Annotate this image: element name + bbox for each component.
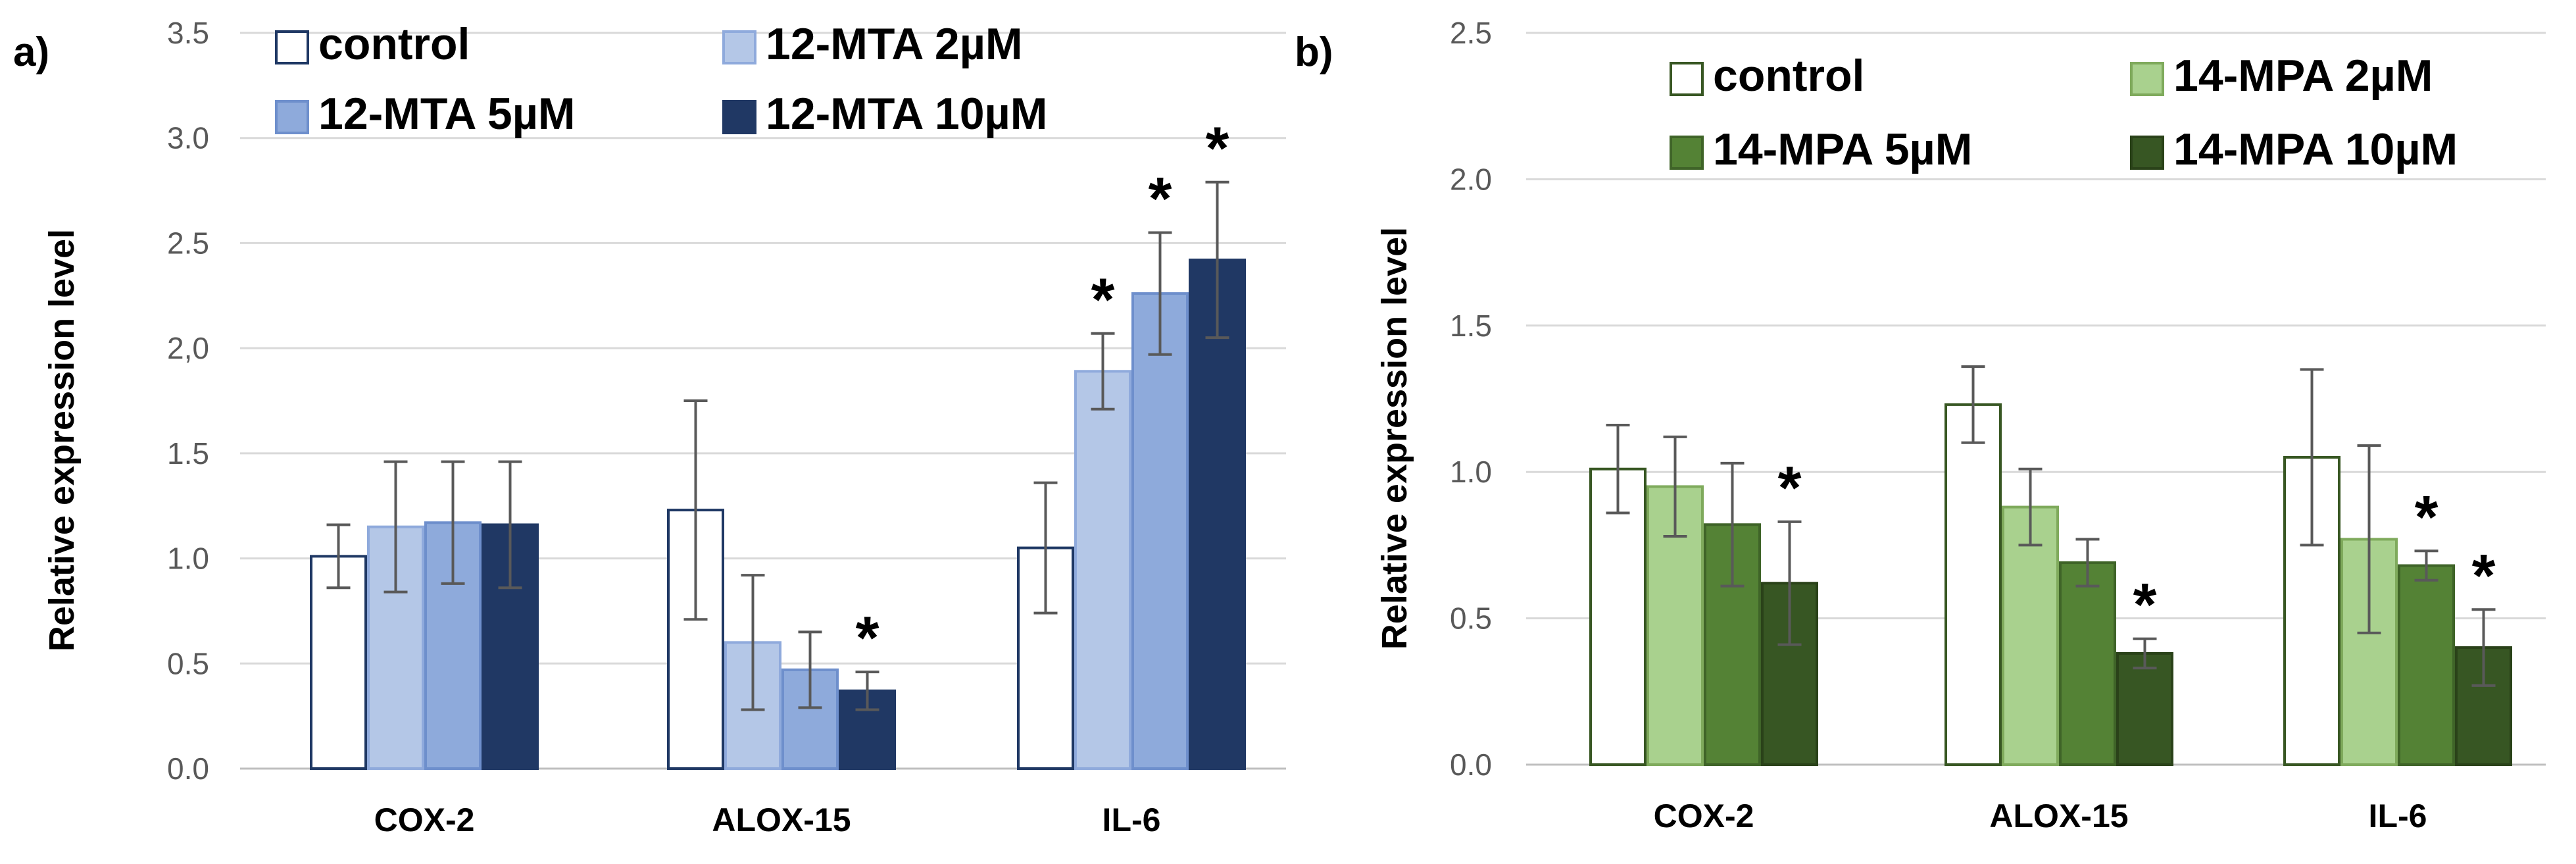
chart-a-bar	[781, 668, 839, 771]
chart-b-bar	[2341, 538, 2398, 767]
chart-a-bar	[667, 509, 724, 770]
chart-a: 0.0 0.5 1.0 1.5 2,0 2.5 3.0 3.5 Relative express…	[13, 16, 1286, 838]
chart-a-y-tick-label: 3.5	[167, 16, 209, 50]
chart-a-y-tick-label: 2.5	[167, 226, 209, 260]
chart-a-y-axis-label: Relative expression level	[42, 229, 82, 651]
chart-a-bar	[424, 521, 482, 770]
chart-a-significance-mark: *	[1149, 165, 1172, 232]
chart-b-y-tick-label: 0.5	[1450, 601, 1492, 636]
chart-a-category-label: ALOX-15	[712, 801, 851, 838]
chart-a-y-tick-label: 1.0	[167, 542, 209, 576]
chart-a-legend-swatch	[722, 30, 756, 64]
chart-a-y-tick-label: 2,0	[167, 331, 209, 365]
chart-b-bar	[2116, 651, 2173, 767]
chart-a-significance-mark: *	[1206, 115, 1229, 182]
chart-b-significance-mark: *	[2133, 572, 2157, 639]
chart-b-legend-swatch	[2130, 136, 2164, 170]
chart-b-legend-label: 14-MPA 5µM	[1713, 124, 1972, 174]
chart-a-bar	[1131, 292, 1189, 770]
chart-a-y-tick-label: 3.0	[167, 121, 209, 155]
chart-a-bar	[1189, 258, 1246, 770]
chart-b-legend-label: control	[1713, 51, 1864, 101]
chart-a-significance-mark: *	[1091, 267, 1115, 334]
chart-b-legend-label: 14-MPA 10µM	[2173, 124, 2458, 174]
chart-b-bar	[1944, 403, 2002, 766]
chart-b-category-label: IL-6	[2369, 798, 2427, 834]
chart-b-significance-mark: *	[2472, 542, 2496, 609]
chart-a-legend-label: 12-MTA 10µM	[766, 89, 1047, 139]
chart-b-category-label: COX-2	[1654, 798, 1754, 834]
chart-b-bar	[2059, 561, 2116, 766]
chart-a-y-tick-label: 1.5	[167, 436, 209, 470]
chart-b-y-axis-label: Relative expression level	[1375, 227, 1414, 649]
chart-b-legend-swatch	[2130, 62, 2164, 96]
chart-a-legend-label: control	[318, 19, 470, 69]
chart-a-legend-swatch	[275, 30, 309, 64]
chart-b-bar	[2455, 646, 2512, 767]
chart-b-category-label: ALOX-15	[1989, 798, 2128, 834]
chart-a-category-label: IL-6	[1102, 801, 1161, 838]
chart-a-legend-label: 12-MTA 2µM	[766, 19, 1023, 69]
chart-b-y-tick-label: 1.5	[1450, 309, 1492, 343]
chart-b-legend-swatch	[1670, 62, 1704, 96]
chart-b: 0.0 0.5 1.0 1.5 2.0 2.5 Relative expression le…	[1295, 16, 2546, 834]
chart-a-legend-swatch	[722, 100, 756, 134]
chart-a-bar	[310, 555, 367, 770]
chart-b-significance-mark: *	[1778, 455, 1802, 522]
chart-b-bar	[1589, 467, 1647, 766]
chart-a-significance-mark: *	[856, 605, 879, 672]
chart-b-y-tick-label: 2.5	[1450, 16, 1492, 50]
chart-a-category-label: COX-2	[374, 801, 475, 838]
chart-b-y-tick-label: 1.0	[1450, 455, 1492, 489]
chart-a-legend-swatch	[275, 100, 309, 134]
chart-a-y-tick-label: 0.0	[167, 751, 209, 786]
chart-b-panel-label: b)	[1295, 30, 1333, 75]
chart-b-y-tick-label: 2.0	[1450, 162, 1492, 196]
chart-b-bar	[2398, 564, 2455, 766]
chart-a-bar	[1074, 370, 1131, 770]
chart-a-legend-label: 12-MTA 5µM	[318, 89, 576, 139]
chart-b-y-tick-label: 0.0	[1450, 748, 1492, 782]
chart-a-panel-label: a)	[13, 30, 49, 75]
chart-b-legend-label: 14-MPA 2µM	[2173, 51, 2433, 101]
chart-b-significance-mark: *	[2415, 484, 2439, 551]
chart-a-y-tick-label: 0.5	[167, 646, 209, 680]
chart-b-legend-swatch	[1670, 136, 1704, 170]
